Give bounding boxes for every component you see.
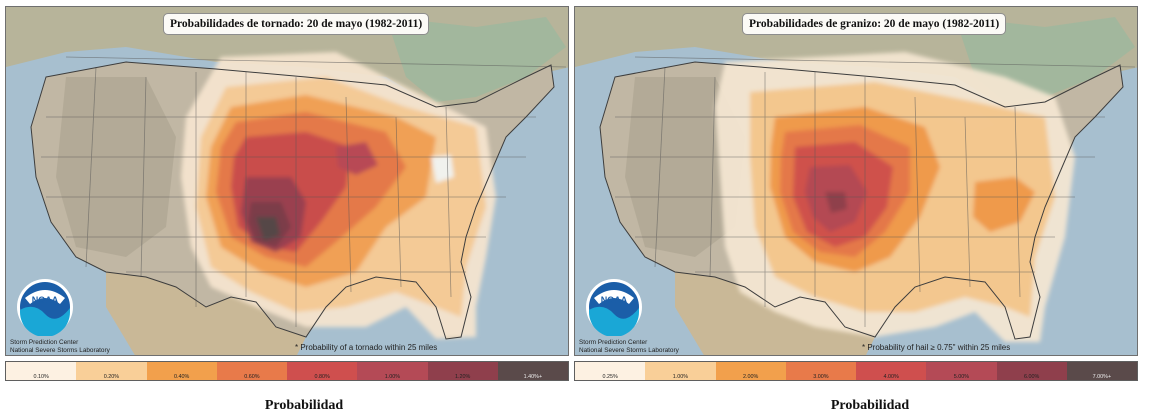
tornado-footnote: * Probability of a tornado within 25 mil… <box>295 343 438 352</box>
hail-credit: Storm Prediction Center National Severe … <box>579 339 679 355</box>
hail-legend-caption: Probabilidad <box>830 398 910 413</box>
legend-label: 1.00% <box>672 374 689 380</box>
legend-label: 0.10% <box>33 374 49 380</box>
legend-swatch: 3.00% <box>785 362 856 380</box>
hail-probability-map <box>575 7 1137 355</box>
legend-label: 2.00% <box>742 374 759 380</box>
noaa-logo-text: NOAA <box>32 295 59 305</box>
credit-line: National Severe Storms Laboratory <box>579 347 679 354</box>
legend-label: 1.00% <box>384 374 401 380</box>
legend-swatch: 1.40%+ <box>497 362 568 380</box>
legend-label: 0.60% <box>244 374 260 380</box>
legend-swatch: 0.60% <box>216 362 287 380</box>
tornado-probability-map <box>6 7 568 355</box>
credit-line: Storm Prediction Center <box>579 339 648 346</box>
legend-label: 0.80% <box>314 374 330 380</box>
legend-label: 0.25% <box>602 374 618 380</box>
hail-map-panel: Probabilidades de granizo: 20 de mayo (1… <box>574 6 1138 356</box>
legend-swatch: 6.00% <box>996 362 1067 380</box>
hail-footnote: * Probability of hail ≥ 0.75" within 25 … <box>862 343 1011 352</box>
tornado-map-title: Probabilidades de tornado: 20 de mayo (1… <box>163 13 430 35</box>
tornado-map-panel: Probabilidades de tornado: 20 de mayo (1… <box>5 6 569 356</box>
legend-swatch: 0.25% <box>575 362 646 380</box>
legend-swatch: 4.00% <box>856 362 927 380</box>
legend-label: 7.00%+ <box>1092 374 1112 380</box>
legend-label: 3.00% <box>813 374 829 380</box>
legend-label: 5.00% <box>953 374 970 380</box>
legend-label: 0.40% <box>173 374 190 380</box>
legend-swatch: 1.20% <box>427 362 498 380</box>
legend-label: 0.20% <box>103 374 120 380</box>
legend-swatch: 0.10% <box>6 362 77 380</box>
legend-swatch: 2.00% <box>715 362 786 380</box>
noaa-logo-text: NOAA <box>601 295 628 305</box>
legend-swatch: 1.00% <box>357 362 428 380</box>
legend-swatch: 0.80% <box>287 362 358 380</box>
legend-label: 4.00% <box>883 374 899 380</box>
legend-swatch: 0.20% <box>76 362 147 380</box>
hail-legend: 0.25% 1.00% 2.00% 3.00% 4.00% 5.00% 6.00… <box>574 361 1138 381</box>
legend-swatch: 5.00% <box>926 362 997 380</box>
tornado-legend-caption: Probabilidad <box>264 398 344 413</box>
credit-line: Storm Prediction Center <box>10 339 79 346</box>
legend-label: 1.40%+ <box>523 374 543 380</box>
tornado-legend: 0.10% 0.20% 0.40% 0.60% 0.80% 1.00% 1.20… <box>5 361 569 381</box>
credit-line: National Severe Storms Laboratory <box>10 347 110 354</box>
legend-swatch: 0.40% <box>146 362 217 380</box>
tornado-credit: Storm Prediction Center National Severe … <box>10 339 110 355</box>
legend-label: 1.20% <box>454 374 471 380</box>
noaa-logo-icon: NOAA <box>586 279 642 336</box>
noaa-logo-icon: NOAA <box>17 279 73 336</box>
hail-map-title: Probabilidades de granizo: 20 de mayo (1… <box>742 13 1007 35</box>
legend-label: 6.00% <box>1023 374 1040 380</box>
legend-swatch: 1.00% <box>645 362 716 380</box>
legend-swatch: 7.00%+ <box>1066 362 1137 380</box>
